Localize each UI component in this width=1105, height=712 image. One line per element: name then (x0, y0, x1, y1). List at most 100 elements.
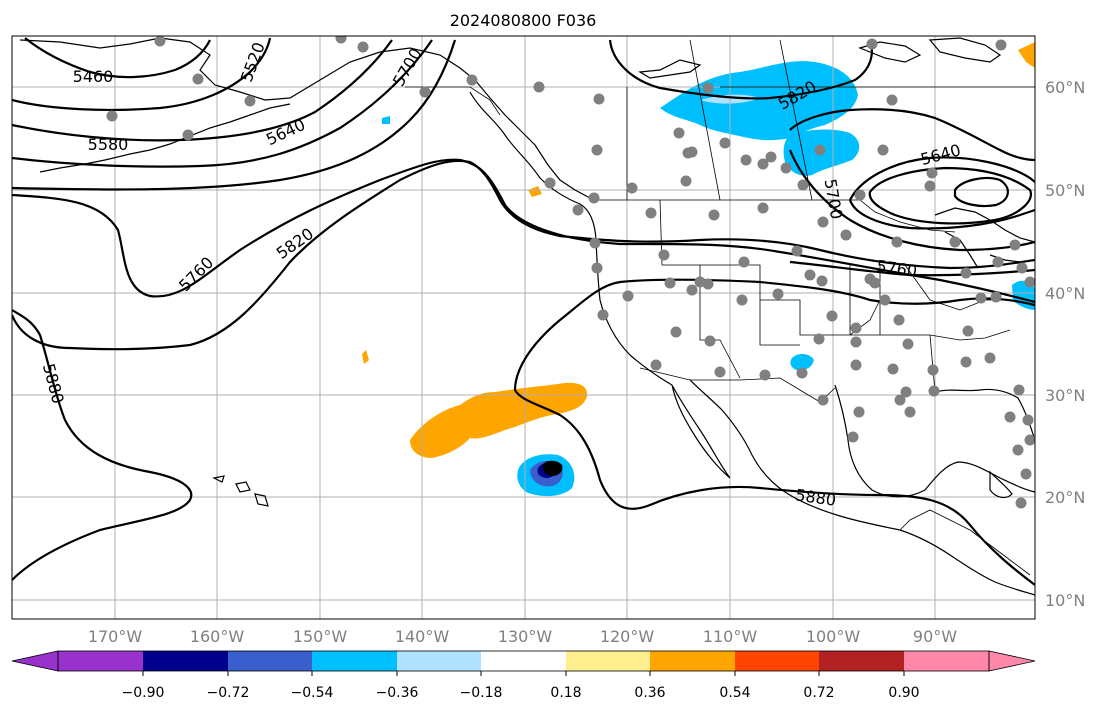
station-marker (645, 207, 657, 219)
lon-label-170: 170°W (88, 627, 143, 646)
station-marker (1012, 444, 1024, 456)
colorbar-segment (228, 651, 312, 671)
orange-region-main (410, 382, 588, 458)
station-marker (866, 38, 878, 50)
station-marker (960, 267, 972, 279)
contour-5520 (12, 37, 272, 112)
station-marker (850, 322, 862, 334)
contour-5880-east (513, 278, 1035, 586)
contour-5760-east (789, 260, 1035, 277)
station-marker (686, 284, 698, 296)
station-marker (886, 94, 898, 106)
station-marker (772, 288, 784, 300)
station-marker (995, 39, 1007, 51)
station-marker (719, 137, 731, 149)
colorbar-tick-labels: −0.90 −0.72 −0.54 −0.36 −0.18 0.18 0.36 … (122, 685, 920, 701)
station-marker (765, 151, 777, 163)
black-cyclone-core (542, 460, 563, 476)
station-marker (664, 277, 676, 289)
station-marker (626, 182, 638, 194)
station-marker (588, 192, 600, 204)
station-marker (533, 81, 545, 93)
station-marker (904, 406, 916, 418)
lon-label-110: 110°W (703, 627, 758, 646)
contour-label-5580: 5580 (88, 135, 129, 154)
station-marker (182, 129, 194, 141)
colorbar-segment (143, 651, 228, 671)
contour-5880-west (12, 309, 193, 581)
station-marker (544, 177, 556, 189)
station-marker (1024, 276, 1035, 288)
contour-label-5460: 5460 (73, 67, 114, 86)
station-marker (791, 245, 803, 257)
gulf-coast (834, 384, 1035, 498)
contour-5820-west (12, 159, 1035, 351)
colorbar-segment (904, 651, 989, 671)
mexico-pacific-coast (689, 379, 1035, 596)
station-marker (154, 36, 166, 47)
colorbar-segment (566, 651, 650, 671)
station-marker (869, 277, 881, 289)
central-america (899, 509, 1031, 576)
station-marker (962, 325, 974, 337)
station-marker (244, 95, 256, 107)
cb-tick-label: −0.54 (291, 685, 334, 701)
station-marker (466, 74, 478, 86)
station-marker (658, 249, 670, 261)
station-marker (686, 146, 698, 158)
cb-tick-label: 0.54 (719, 685, 750, 701)
colorbar-segment (819, 651, 904, 671)
station-marker (850, 359, 862, 371)
colorbar-segment (650, 651, 735, 671)
station-marker (780, 162, 792, 174)
lat-label-50: 50°N (1045, 181, 1085, 200)
colorbar-segments (58, 651, 989, 671)
lon-label-130: 130°W (498, 627, 553, 646)
station-marker (854, 189, 866, 201)
lon-label-140: 140°W (395, 627, 450, 646)
colorbar: −0.90 −0.72 −0.54 −0.36 −0.18 0.18 0.36 … (11, 650, 1036, 701)
station-marker (797, 179, 809, 191)
cyan-region-newmexico (790, 354, 814, 371)
canadian-provinces (626, 39, 1035, 201)
station-marker (817, 216, 829, 228)
map-title: 2024080800 F036 (450, 11, 597, 30)
station-marker (887, 363, 899, 375)
contour-5520-east (953, 176, 1009, 208)
lat-label-60: 60°N (1045, 78, 1085, 97)
station-marker (926, 167, 938, 179)
station-marker (650, 359, 662, 371)
lon-label-150: 150°W (293, 627, 348, 646)
yucatan (989, 470, 1013, 499)
lon-label-90: 90°W (913, 627, 957, 646)
lon-label-120: 120°W (600, 627, 655, 646)
orange-region-speck (362, 350, 369, 364)
station-marker (335, 36, 347, 44)
station-marker (902, 338, 914, 350)
station-marker (817, 394, 829, 406)
colorbar-frame (57, 650, 990, 672)
contour-5580 (12, 39, 393, 142)
cb-tick-label: −0.18 (460, 685, 503, 701)
station-marker (1015, 497, 1027, 509)
station-marker (357, 41, 369, 53)
hawaii-2 (235, 481, 251, 493)
orange-region-corner (1018, 42, 1035, 68)
station-marker (591, 262, 603, 274)
station-marker (1016, 262, 1028, 274)
station-marker (893, 314, 905, 326)
bc-coast (469, 91, 673, 386)
station-marker (702, 278, 714, 290)
station-marker (597, 309, 609, 321)
station-marker (673, 127, 685, 139)
station-marker (853, 406, 865, 418)
station-marker (419, 86, 431, 98)
map-frame (11, 35, 1036, 620)
station-marker (928, 385, 940, 397)
station-marker (702, 82, 714, 94)
station-marker (894, 394, 906, 406)
lat-label-30: 30°N (1045, 386, 1085, 405)
baja-coast (671, 384, 731, 479)
cyan-region-alaska-speck (382, 116, 390, 124)
